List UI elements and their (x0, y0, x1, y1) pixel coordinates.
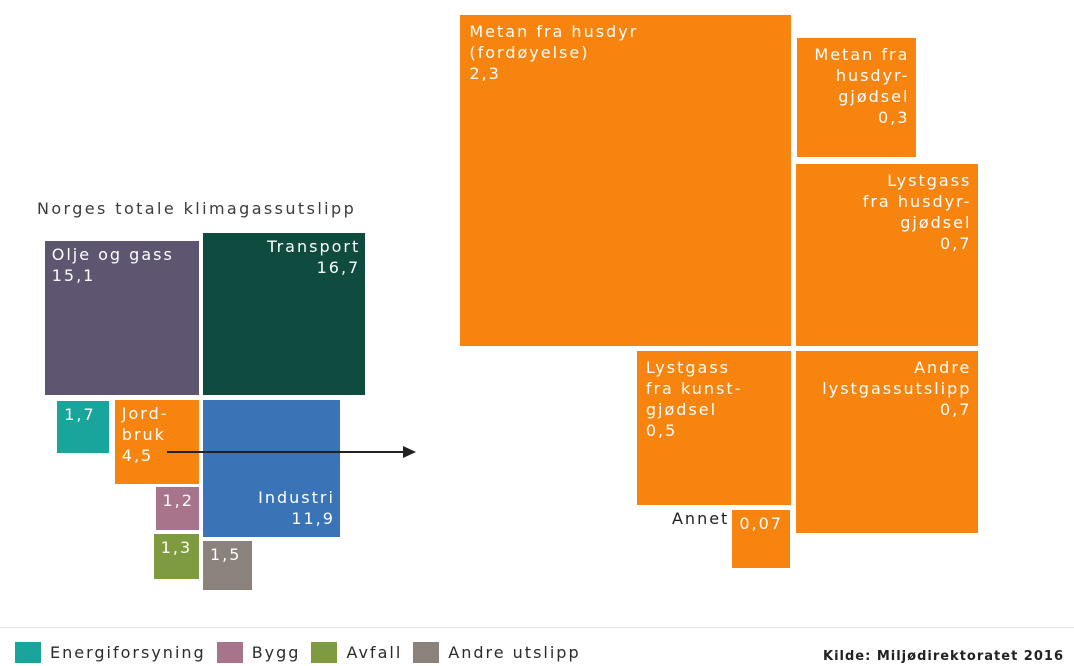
legend-item-bygg: Bygg (216, 642, 301, 663)
andre-lystgassutslipp-label-line: Andre (914, 358, 972, 377)
source-note: Kilde: Miljødirektoratet 2016 (823, 649, 1064, 664)
lystgass-fra-kunst-gjodsel-label-line: Lystgass (645, 358, 730, 377)
avfall-box: 1,3 (153, 534, 199, 580)
metan-fra-husdyr-fordoyelse-label-line: (fordøyelse) (469, 43, 590, 63)
energiforsyning-swatch (15, 642, 41, 663)
bygg-value: 1,2 (162, 491, 194, 510)
legend-item-energiforsyning: Energiforsyning (15, 642, 206, 663)
olje-og-gass-box: Olje og gass 15,1 (44, 240, 199, 395)
divider (0, 627, 1074, 628)
metan-fra-husdyr-gjodsel-box: Metan fra husdyr-gjødsel 0,3 (797, 37, 917, 157)
avfall-swatch (311, 642, 338, 663)
lystgass-fra-husdyr-gjodsel-value: 0,7 (939, 233, 972, 253)
lystgass-fra-husdyr-gjodsel-label-line: fra husdyr- (862, 191, 972, 211)
bygg-swatch (216, 642, 243, 663)
industri-label-line: Industri (258, 487, 335, 507)
jord-bruk-value: 4,5 (121, 446, 154, 465)
lystgass-fra-kunst-gjodsel-label-line: gjødsel (645, 400, 718, 419)
annet-label: Annet (671, 509, 730, 528)
metan-fra-husdyr-gjodsel-label-line: husdyr- (835, 65, 910, 85)
transport-value: 16,7 (316, 257, 361, 277)
avfall-value: 1,3 (160, 538, 193, 557)
lystgass-fra-husdyr-gjodsel-label-line: gjødsel (900, 212, 972, 232)
jord-bruk-label-line: Jord- (121, 404, 169, 423)
lystgass-fra-husdyr-gjodsel-box: Lystgass fra husdyr-gjødsel 0,7 (796, 163, 979, 346)
jord-bruk-box: Jord-bruk 4,5 (114, 400, 199, 485)
industri-value: 11,9 (291, 508, 335, 528)
andre-utslipp-swatch (413, 642, 440, 663)
jord-bruk-label-line: bruk (121, 425, 166, 444)
lystgass-fra-kunst-gjodsel-label-line: fra kunst- (645, 379, 743, 398)
energiforsyning-value: 1,7 (64, 405, 96, 424)
energiforsyning-box: 1,7 (57, 401, 109, 453)
olje-og-gass-value: 15,1 (51, 265, 96, 285)
andre-lystgassutslipp-box: Andre lystgassutslipp 0,7 (796, 351, 979, 534)
andre-utslipp-box: 1,5 (203, 541, 252, 590)
lystgass-fra-husdyr-gjodsel-label-line: Lystgass (887, 170, 972, 190)
andre-utslipp-value: 1,5 (210, 545, 242, 564)
bygg-box: 1,2 (155, 487, 199, 531)
chart-title: Norges totale klimagassutslipp (37, 199, 357, 218)
annet-box: 0,07 (732, 510, 790, 568)
olje-og-gass-label-line: Olje og gass (51, 244, 174, 264)
legend-label-bygg: Bygg (251, 643, 301, 662)
metan-fra-husdyr-gjodsel-label-line: gjødsel (838, 86, 910, 106)
metan-fra-husdyr-gjodsel-label-line: Metan fra (814, 44, 910, 64)
legend: Energiforsyning Bygg Avfall Andre utslip… (15, 642, 592, 663)
metan-fra-husdyr-fordoyelse-value: 2,3 (469, 64, 501, 84)
metan-fra-husdyr-fordoyelse-box: Metan fra husdyr (fordøyelse) 2,3 (460, 15, 791, 346)
transport-label-line: Transport (267, 236, 361, 256)
lystgass-fra-kunst-gjodsel-box: Lystgass fra kunst-gjødsel 0,5 (636, 351, 791, 506)
legend-label-avfall: Avfall (346, 643, 403, 662)
transport-box: Transport 16,7 (203, 232, 366, 395)
legend-label-energiforsyning: Energiforsyning (50, 643, 206, 662)
lystgass-fra-kunst-gjodsel-value: 0,5 (645, 421, 678, 440)
metan-fra-husdyr-gjodsel-value: 0,3 (877, 107, 910, 127)
legend-item-andre-utslipp: Andre utslipp (413, 642, 580, 663)
annet-value: 0,07 (739, 514, 783, 533)
metan-fra-husdyr-fordoyelse-label-line: Metan fra husdyr (469, 22, 639, 42)
andre-lystgassutslipp-value: 0,7 (939, 400, 972, 419)
industri-box: Industri 11,9 (203, 400, 340, 537)
legend-item-avfall: Avfall (311, 642, 402, 663)
andre-lystgassutslipp-label-line: lystgassutslipp (822, 379, 972, 398)
legend-label-andre-utslipp: Andre utslipp (448, 643, 581, 662)
